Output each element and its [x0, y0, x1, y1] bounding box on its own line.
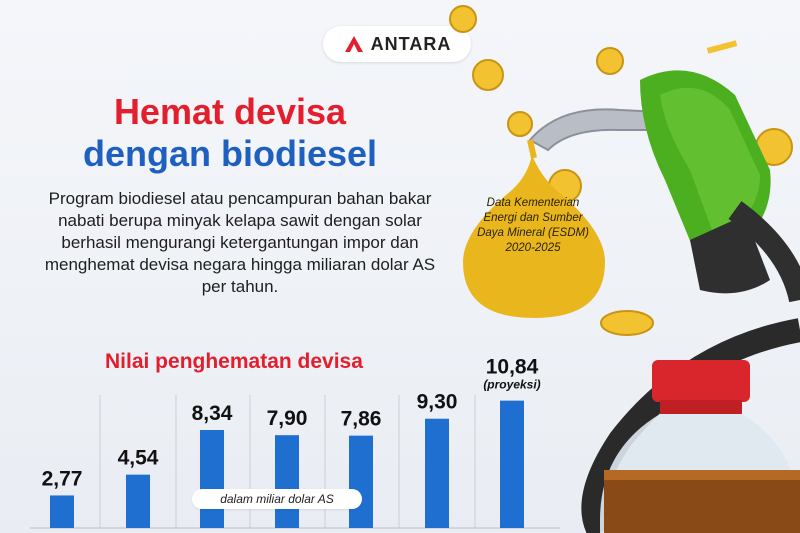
chart-value-label: 7,86 [341, 408, 382, 431]
chart-bar [349, 435, 373, 528]
chart-bar [275, 435, 299, 528]
chart-bar [425, 418, 449, 528]
headline-line-2: dengan biodiesel [82, 133, 378, 174]
chart-bar [200, 430, 224, 528]
headline-line-1: Hemat devisa [113, 91, 347, 132]
chart-unit-label: dalam miliar dolar AS [192, 489, 362, 509]
chart-title: Nilai penghematan devisa [105, 350, 363, 373]
description-text: Program biodiesel atau pencampuran bahan… [44, 189, 436, 296]
logo-text: ANTARA [370, 33, 452, 54]
chart-bar [50, 495, 74, 528]
chart-value-label: 7,90 [267, 407, 308, 430]
chart-value-labels: 2,77 4,54 8,34 7,90 7,86 9,30 10,84(proyeksi) [42, 356, 541, 491]
source-note: Data Kementerian Energi dan Sumber Daya … [477, 197, 589, 254]
chart-value-label: 8,34 [192, 402, 233, 425]
chart-bar [500, 400, 524, 528]
chart-value-label: 2,77 [42, 467, 83, 490]
chart-bars [50, 400, 524, 528]
bar-chart: 2,77 4,54 8,34 7,90 7,86 9,30 10,84(proyeksi) [30, 356, 560, 529]
chart-value-label: 9,30 [417, 391, 458, 414]
oil-bottle-icon [600, 360, 800, 533]
antara-logo-icon [344, 36, 363, 52]
fuel-nozzle-icon [528, 70, 800, 533]
chart-annotation-label: (proyeksi) [483, 378, 540, 392]
antara-logo: ANTARA [323, 26, 471, 62]
chart-value-label: 4,54 [118, 447, 159, 470]
chart-bar [126, 474, 150, 528]
chart-value-label: 10,84 [486, 356, 539, 379]
oil-drop-icon [463, 139, 605, 318]
